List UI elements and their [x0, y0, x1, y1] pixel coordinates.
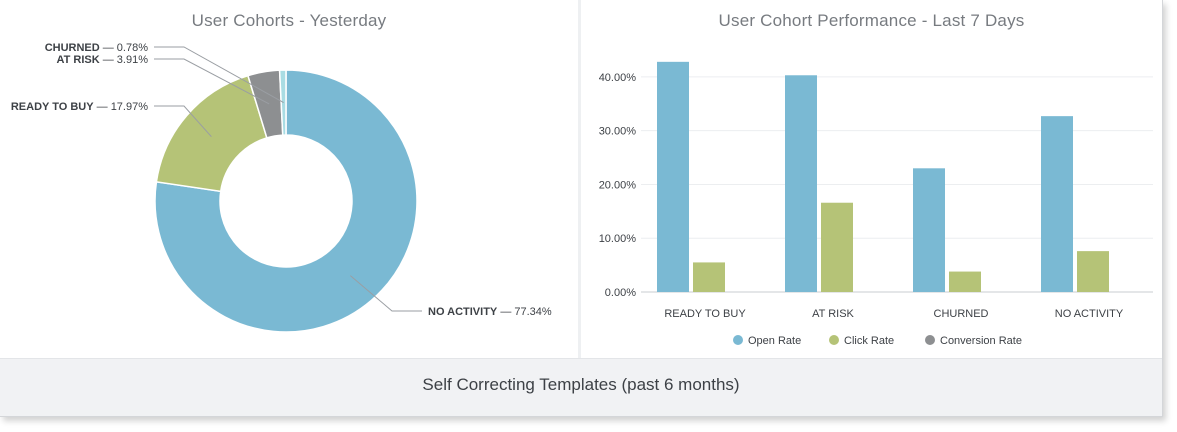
bar-click-rate-at-risk[interactable] — [821, 202, 853, 292]
panel-divider — [578, 0, 581, 358]
donut-label-churned: CHURNED — 0.78% — [45, 42, 149, 54]
legend-item-conversion-rate[interactable]: Conversion Rate — [940, 335, 1022, 347]
y-tick-label: 10.00% — [599, 233, 637, 245]
templates-section-header[interactable]: Self Correcting Templates (past 6 months… — [0, 358, 1162, 416]
donut-connector-churned — [154, 46, 284, 103]
donut-slice-no-activity[interactable] — [154, 69, 418, 333]
cohort-performance-panel: User Cohort Performance - Last 7 Days 0.… — [581, 0, 1162, 358]
bar-open-rate-ready-to-buy[interactable] — [657, 61, 689, 292]
cohorts-donut-panel: User Cohorts - Yesterday NO ACTIVITY — 7… — [0, 0, 578, 358]
y-tick-label: 30.00% — [599, 126, 637, 138]
donut-label-no-activity: NO ACTIVITY — 77.34% — [428, 306, 552, 318]
donut-connector-at-risk — [154, 58, 270, 105]
legend-marker-open-rate — [733, 335, 743, 345]
donut-connector-no-activity — [350, 275, 422, 312]
bar-click-rate-no-activity[interactable] — [1077, 251, 1109, 292]
bar-chart-title: User Cohort Performance - Last 7 Days — [718, 11, 1025, 30]
legend-marker-click-rate — [829, 335, 839, 345]
bar-open-rate-at-risk[interactable] — [785, 75, 817, 292]
y-tick-label: 0.00% — [605, 287, 636, 299]
legend-item-click-rate[interactable]: Click Rate — [844, 335, 894, 347]
y-tick-label: 20.00% — [599, 179, 637, 191]
x-tick-label: READY TO BUY — [664, 308, 746, 320]
donut-label-ready-to-buy: READY TO BUY — 17.97% — [11, 101, 148, 113]
y-tick-label: 40.00% — [599, 72, 637, 84]
legend-item-open-rate[interactable]: Open Rate — [748, 335, 801, 347]
donut-chart-title: User Cohorts - Yesterday — [191, 11, 387, 30]
x-tick-label: AT RISK — [812, 308, 854, 320]
bar-open-rate-no-activity[interactable] — [1041, 116, 1073, 292]
donut-chart: NO ACTIVITY — 77.34% READY TO BUY — 17.97… — [11, 42, 552, 333]
x-tick-label: NO ACTIVITY — [1055, 308, 1124, 320]
legend-marker-conversion-rate — [925, 335, 935, 345]
donut-connector-ready-to-buy — [154, 105, 212, 138]
x-tick-label: CHURNED — [934, 308, 989, 320]
bar-click-rate-ready-to-buy[interactable] — [693, 262, 725, 292]
templates-section-title: Self Correcting Templates (past 6 months… — [422, 375, 740, 394]
bar-click-rate-churned[interactable] — [949, 271, 981, 292]
bar-open-rate-churned[interactable] — [913, 168, 945, 292]
dashboard-frame: User Cohorts - Yesterday NO ACTIVITY — 7… — [0, 0, 1163, 417]
donut-label-at-risk: AT RISK — 3.91% — [57, 54, 149, 66]
donut-slice-ready-to-buy[interactable] — [155, 74, 268, 193]
bar-chart: 0.00% 10.00% 20.00% 30.00% 40.00% READY TO BU… — [599, 61, 1153, 347]
